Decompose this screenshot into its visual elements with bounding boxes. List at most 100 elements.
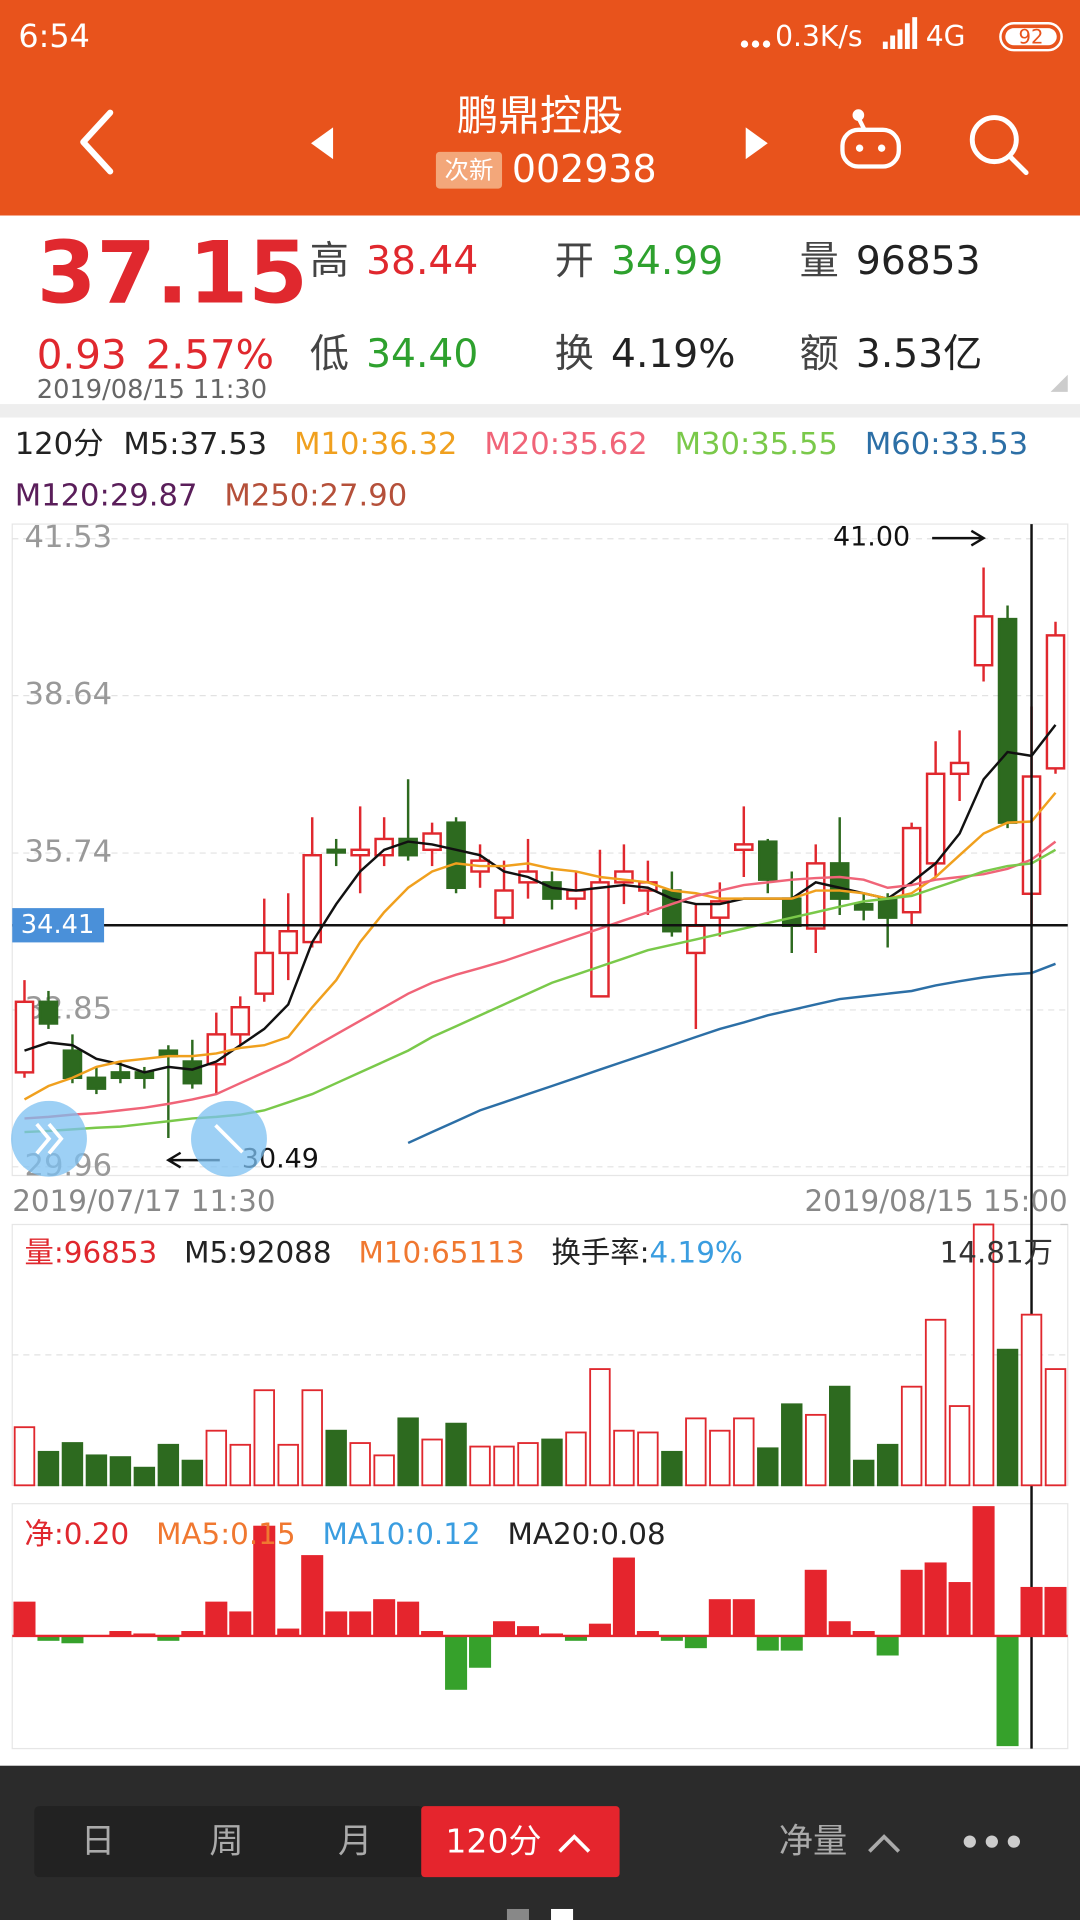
price-change-pct: 2.57%: [146, 331, 274, 379]
tab-week[interactable]: 周: [209, 1821, 243, 1861]
net-bar: [732, 1599, 755, 1636]
candle-body: [422, 832, 442, 852]
net-bar: [948, 1582, 971, 1636]
net-bar: [876, 1635, 899, 1656]
stat-label: 换: [555, 332, 594, 377]
candle-body: [925, 772, 946, 865]
volume-bar: [805, 1413, 827, 1487]
max-arrow: [932, 529, 986, 547]
net-bar: [708, 1599, 731, 1636]
candle-body: [853, 902, 874, 911]
prev-stock-button[interactable]: [311, 127, 334, 160]
last-price: 37.15: [37, 224, 308, 324]
tab-month[interactable]: 月: [338, 1821, 372, 1861]
candle-body: [590, 881, 610, 998]
ma-legend-item: M20:35.62: [484, 427, 647, 462]
net-bar: [684, 1635, 707, 1649]
fullscreen-icon: [214, 1124, 244, 1154]
indicator-tab[interactable]: 净量: [779, 1821, 848, 1861]
back-button[interactable]: [80, 109, 114, 175]
net-bar: [373, 1599, 396, 1636]
volume-bar: [1020, 1313, 1043, 1487]
volume-bar: [445, 1422, 467, 1487]
ma-legend-item: M60:33.53: [865, 427, 1028, 462]
status-dot: [740, 40, 749, 48]
net-bar: [61, 1635, 84, 1644]
candle-body: [901, 826, 922, 914]
quote-time: 2019/08/15 11:30: [37, 375, 267, 405]
stat-value: 38.44: [366, 239, 478, 284]
volume-bar: [325, 1429, 347, 1487]
stat-value: 34.99: [611, 239, 723, 284]
tab-120min[interactable]: 120分: [445, 1821, 541, 1860]
stat-value: 96853: [856, 239, 981, 284]
page-indicator: [551, 1908, 574, 1920]
ma-line: [407, 962, 1056, 1145]
legend-item: MA10:0.12: [322, 1517, 480, 1551]
badge-bg: [435, 151, 503, 189]
x-label-end: 2019/08/15 15:00: [804, 1184, 1067, 1218]
tab-day[interactable]: 日: [81, 1821, 115, 1861]
tab-active[interactable]: [421, 1806, 620, 1878]
stat-label: 开: [555, 239, 594, 284]
candle-body: [781, 897, 802, 928]
volume-bar: [829, 1385, 851, 1487]
volume-bar: [1044, 1368, 1067, 1487]
net-bar: [469, 1635, 492, 1668]
net-bar: [588, 1623, 611, 1636]
candle-body: [86, 1076, 107, 1090]
volume-bar: [37, 1450, 60, 1487]
robot-button[interactable]: [840, 109, 901, 169]
candle-body: [38, 1000, 59, 1025]
stat-value: 3.53亿: [856, 332, 982, 377]
net-bar: [181, 1631, 204, 1636]
volume-bar: [373, 1454, 395, 1487]
stat-label: 额: [800, 332, 839, 377]
battery-fill: [1005, 28, 1057, 46]
volume-bar: [972, 1223, 995, 1487]
crosshair-label-bg: [12, 908, 105, 943]
net-bar: [996, 1635, 1019, 1747]
volume-bar: [661, 1450, 683, 1487]
volume-bar: [733, 1417, 755, 1487]
expand-corner[interactable]: [1050, 374, 1068, 392]
battery-level: 92: [1019, 25, 1044, 48]
x-label-start: 2019/07/17 11:30: [12, 1184, 275, 1218]
crosshair-label: 34.41: [21, 910, 95, 940]
volume-bar: [876, 1443, 899, 1487]
volume-bar: [469, 1445, 491, 1487]
net-bar: [325, 1611, 348, 1636]
net-bar: [421, 1631, 444, 1636]
ma-legend-item: M5:37.53: [123, 427, 267, 462]
next-stock-button[interactable]: [745, 127, 768, 160]
volume-bar: [229, 1443, 251, 1487]
net-bar: [157, 1635, 180, 1641]
net-bar: [756, 1635, 779, 1651]
net-bar: [205, 1601, 228, 1636]
candle-body: [62, 1049, 83, 1080]
volume-bar: [397, 1417, 419, 1487]
stat-label: 量: [800, 239, 839, 284]
net-bar: [229, 1611, 252, 1636]
legend-item: 4.19%: [650, 1235, 743, 1269]
volume-bar: [349, 1442, 371, 1487]
net-bar: [804, 1569, 827, 1636]
legend-item: 量:96853: [24, 1235, 157, 1269]
candle-body: [829, 862, 850, 900]
indicator-caret: [868, 1834, 901, 1853]
net-bar: [253, 1525, 276, 1636]
ma-legend-item: M30:35.55: [675, 427, 838, 462]
signal-icon: [882, 17, 918, 49]
volume-bar: [996, 1348, 1019, 1487]
volume-bar: [709, 1429, 731, 1487]
status-network: 4G: [926, 20, 966, 53]
candle-body: [110, 1071, 131, 1080]
more-button[interactable]: [963, 1835, 1020, 1848]
candle-body: [877, 897, 898, 919]
search-button[interactable]: [969, 115, 1029, 176]
legend-item: M5:92088: [184, 1235, 331, 1269]
ma-legend-item: M10:36.32: [294, 427, 457, 462]
volume-bar: [85, 1454, 108, 1487]
